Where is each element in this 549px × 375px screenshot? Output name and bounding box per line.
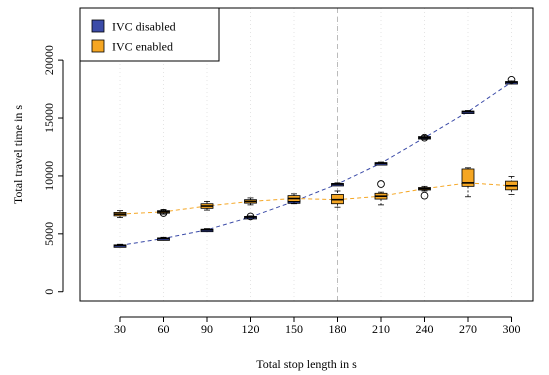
x-tick-label-300: 300 [503, 322, 521, 336]
legend-label-ivc-enabled: IVC enabled [112, 40, 173, 54]
box-ivc-enabled-120 [244, 197, 257, 206]
box-ivc-enabled-210 [374, 180, 388, 206]
x-tick-label-60: 60 [158, 322, 170, 336]
y-tick-label-20000: 20000 [42, 45, 56, 75]
box-ivc-disabled-270 [461, 110, 475, 114]
trend-line-ivc-disabled [119, 81, 512, 246]
legend: IVC disabled IVC enabled [79, 7, 220, 62]
plot-frame [79, 7, 534, 302]
x-tick-label-180: 180 [329, 322, 347, 336]
box-ivc-disabled-300 [505, 75, 518, 85]
box-ivc-disabled-180 [331, 182, 344, 187]
box-ivc-enabled-240 [418, 185, 431, 200]
box-ivc-enabled-30 [113, 210, 127, 219]
x-tick-label-30: 30 [114, 322, 126, 336]
y-tick-label-15000: 15000 [42, 103, 56, 133]
box-ivc-enabled-300 [505, 176, 518, 195]
legend-swatch-ivc-enabled [91, 39, 105, 53]
x-tick-label-240: 240 [416, 322, 434, 336]
x-tick-label-150: 150 [285, 322, 303, 336]
outlier-0 [377, 180, 385, 188]
outlier-0 [420, 133, 429, 142]
box-ivc-disabled-120 [244, 212, 257, 221]
y-tick-label-5000: 5000 [42, 222, 56, 246]
legend-label-ivc-disabled: IVC disabled [112, 20, 176, 34]
box-ivc-disabled-90 [200, 228, 214, 233]
box-ivc-enabled-180 [331, 190, 344, 208]
y-tick-label-10000: 10000 [42, 161, 56, 191]
x-tick-label-270: 270 [459, 322, 477, 336]
x-tick-label-210: 210 [372, 322, 390, 336]
box-layer [113, 75, 518, 248]
trend-layer [119, 81, 512, 246]
outlier-0 [507, 75, 516, 84]
box-ivc-enabled-90 [200, 201, 214, 211]
box-ivc-enabled-150 [287, 193, 301, 205]
y-tick-label-0: 0 [42, 289, 56, 295]
box-body [461, 168, 475, 187]
trend-line-ivc-enabled [119, 182, 512, 215]
grid-layer [119, 8, 512, 301]
x-axis-title: Total stop length in s [256, 357, 357, 371]
outlier-0 [246, 212, 255, 221]
box-ivc-disabled-60 [157, 236, 170, 241]
box-ivc-disabled-30 [113, 243, 127, 248]
legend-swatch-ivc-disabled [91, 19, 105, 33]
x-tick-label-120: 120 [242, 322, 260, 336]
box-ivc-enabled-60 [157, 209, 170, 217]
axis-layer: 0 5000 10000 15000 20000 30 60 90 120 150 180 210 24… [42, 45, 521, 336]
outlier-0 [420, 191, 429, 200]
box-ivc-disabled-240 [418, 133, 431, 142]
box-ivc-disabled-210 [374, 161, 388, 166]
x-tick-label-90: 90 [201, 322, 213, 336]
outlier-0 [159, 209, 168, 217]
box-ivc-enabled-270 [461, 167, 475, 198]
y-axis-title: Total travel time in s [11, 105, 25, 204]
